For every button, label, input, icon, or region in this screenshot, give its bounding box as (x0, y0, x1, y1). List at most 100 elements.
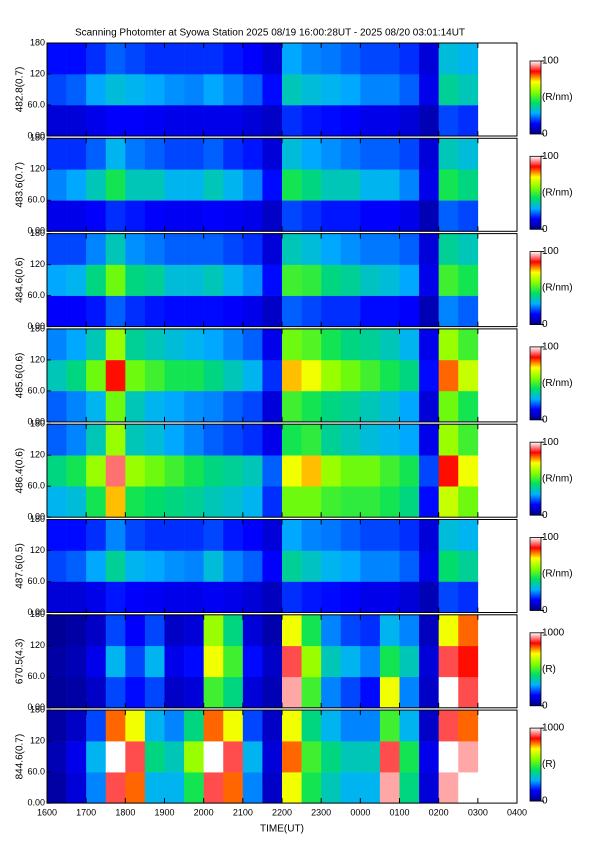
heatmap-cell (262, 43, 283, 75)
x-tick-label: 0200 (429, 807, 449, 817)
heatmap-cell (223, 645, 244, 678)
heatmap-cell (105, 295, 126, 327)
heatmap-cell (242, 328, 263, 361)
y-tick-label: 120 (30, 450, 45, 460)
heatmap-cell (321, 43, 342, 75)
colorbar-tick-label: 1000 (542, 723, 565, 734)
heatmap-cell (86, 233, 107, 265)
colorbar-tick-label: 1000 (542, 627, 565, 638)
heatmap-cell (164, 295, 185, 327)
heatmap-cell (438, 390, 459, 423)
heatmap-cell (164, 138, 185, 170)
heatmap-cell (164, 645, 185, 678)
heatmap-cell (125, 200, 146, 232)
heatmap-cell (144, 550, 165, 582)
y-axis-label: 844.6(0.7) (15, 734, 26, 780)
heatmap-cell (144, 105, 165, 137)
heatmap-cell (379, 486, 400, 518)
heatmap-cell (321, 328, 342, 361)
heatmap-cell (184, 772, 204, 804)
heatmap-cell (321, 424, 342, 456)
heatmap-cell (144, 424, 165, 456)
y-tick-label: 180 (30, 514, 45, 524)
y-tick-label: 120 (30, 259, 45, 269)
heatmap-cell (438, 295, 459, 327)
colorbar (529, 155, 542, 230)
heatmap-cell (105, 200, 126, 232)
heatmap-cell (125, 264, 146, 296)
heatmap-cell (223, 550, 244, 582)
heatmap-cell (321, 233, 342, 265)
heatmap-cell (164, 772, 185, 804)
heatmap-cell (184, 264, 204, 296)
heatmap-cell (47, 645, 67, 678)
heatmap-cell (379, 424, 400, 456)
heatmap-cell (399, 645, 420, 678)
heatmap-cell (47, 200, 67, 232)
heatmap-cell (105, 741, 126, 773)
heatmap-cell (125, 74, 146, 106)
colorbar-label: (R/nm) (542, 569, 573, 580)
heatmap-cell (379, 169, 400, 201)
heatmap-cell (125, 105, 146, 137)
heatmap-cell (340, 519, 361, 551)
heatmap-cell (282, 169, 302, 201)
heatmap-cell (399, 390, 420, 423)
heatmap-cell (262, 233, 283, 265)
heatmap-cell (399, 359, 420, 392)
heatmap-cell (340, 169, 361, 201)
heatmap-cell (301, 138, 322, 170)
heatmap-cell (203, 295, 224, 327)
heatmap-cell (47, 43, 67, 75)
heatmap-cell (321, 390, 342, 423)
colorbar-tick-label: 100 (542, 56, 559, 67)
heatmap-cell (66, 676, 87, 709)
heatmap-cell (223, 138, 244, 170)
x-axis-label: TIME(UT) (260, 824, 304, 835)
heatmap-cell (184, 138, 204, 170)
heatmap-cell (164, 359, 185, 392)
x-tick-label: 0400 (507, 807, 527, 817)
heatmap-cell (419, 550, 439, 582)
heatmap-cell (184, 233, 204, 265)
heatmap-cell (301, 614, 322, 647)
heatmap-cell (458, 359, 479, 392)
heatmap-cell (86, 169, 107, 201)
colorbar-tick-label: 100 (542, 532, 559, 543)
heatmap-cell (203, 43, 224, 75)
heatmap-cell (321, 169, 342, 201)
heatmap-cell (105, 550, 126, 582)
heatmap-cell (301, 519, 322, 551)
heatmap-cell (419, 200, 439, 232)
heatmap-cell (399, 519, 420, 551)
heatmap-cell (262, 645, 283, 678)
colorbar-tick-label: 0 (542, 319, 548, 330)
heatmap-cell (86, 138, 107, 170)
colorbar (529, 727, 542, 802)
heatmap-cell (66, 455, 87, 487)
y-tick-label: 180 (30, 37, 45, 47)
heatmap-cell (203, 486, 224, 518)
heatmap-cell (242, 614, 263, 647)
heatmap-cell (47, 710, 67, 742)
heatmap-cell (419, 772, 439, 804)
heatmap-cell (144, 581, 165, 613)
heatmap-cell (301, 43, 322, 75)
heatmap-cell (144, 138, 165, 170)
heatmap-cell (340, 74, 361, 106)
heatmap-cell (105, 264, 126, 296)
heatmap-cell (282, 359, 302, 392)
colorbar-tick-label: 100 (542, 437, 559, 448)
heatmap-cell (144, 519, 165, 551)
heatmap-cell (105, 645, 126, 678)
heatmap-cell (203, 455, 224, 487)
heatmap-cell (164, 43, 185, 75)
heatmap-cell (47, 328, 67, 361)
heatmap-cell (399, 614, 420, 647)
heatmap-cell (321, 581, 342, 613)
heatmap-cell (223, 105, 244, 137)
heatmap-cell (144, 390, 165, 423)
heatmap-cell (242, 772, 263, 804)
heatmap-cell (360, 519, 381, 551)
heatmap-cell (282, 645, 302, 678)
